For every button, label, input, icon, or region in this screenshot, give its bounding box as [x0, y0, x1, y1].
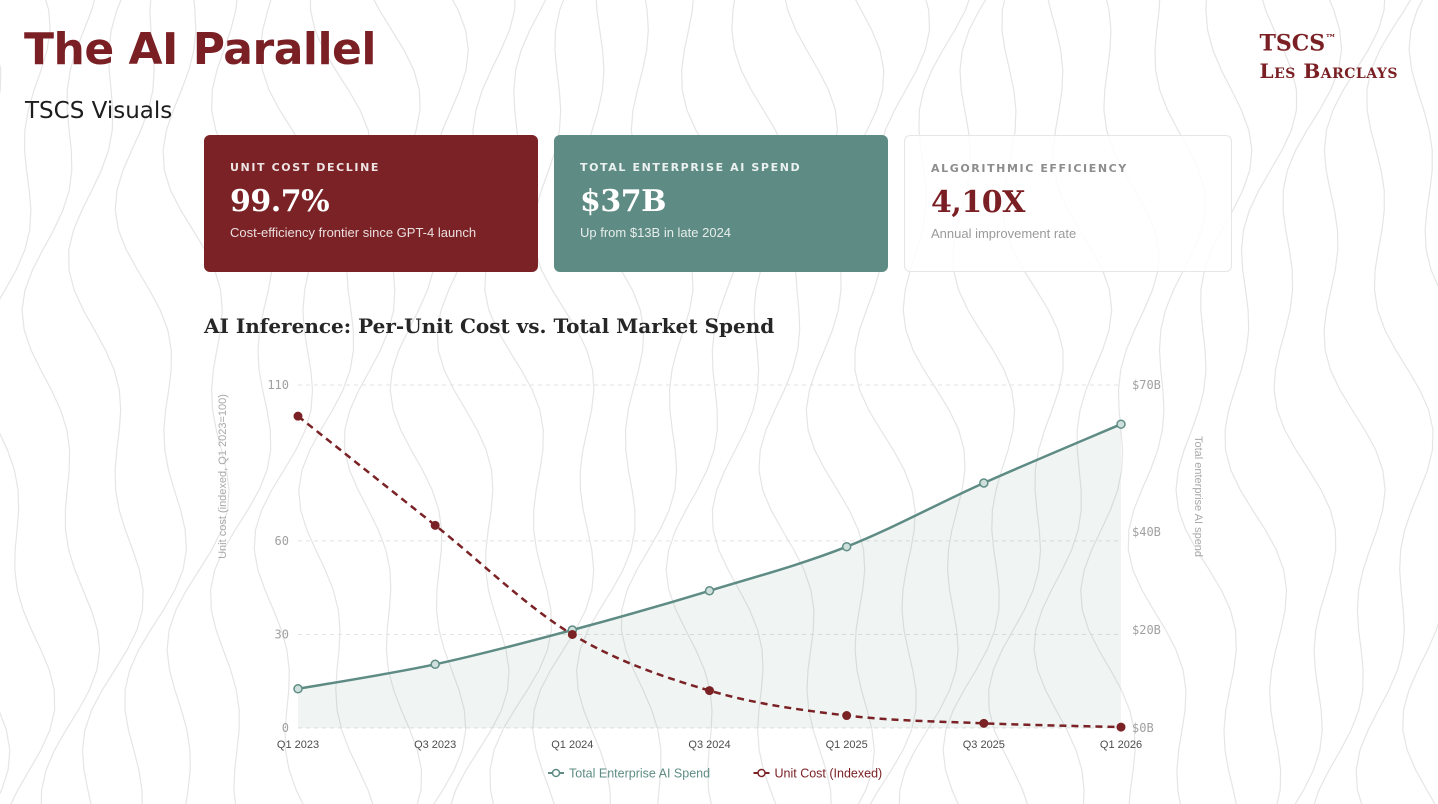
legend-marker [757, 768, 766, 778]
data-point [1116, 419, 1126, 429]
data-point [293, 684, 303, 694]
kpi-value: 4,10X [931, 185, 1025, 220]
chart-title: AI Inference: Per-Unit Cost vs. Total Ma… [204, 314, 775, 338]
contour-line [988, 0, 1064, 804]
contour-line [68, 0, 144, 804]
x-tick-label: Q1 2024 [551, 739, 593, 751]
series-total-enterprise-ai-spend [293, 419, 1126, 728]
series-unit-cost-indexed [293, 411, 1126, 732]
data-point [293, 411, 303, 421]
contour-line [1175, 0, 1253, 804]
y-left-tick-label: 110 [267, 378, 289, 392]
contour-line [620, 0, 694, 804]
y-left-tick-label: 30 [275, 627, 289, 641]
data-point [841, 541, 852, 552]
contour-line [532, 0, 595, 804]
legend-label: Unit Cost (Indexed) [775, 767, 883, 781]
data-point [567, 629, 577, 639]
contour-line [665, 0, 743, 804]
x-tick-label: Q3 2025 [963, 739, 1005, 751]
contour-line [1033, 0, 1113, 804]
contour-line [1224, 0, 1298, 804]
kpi-value: $37B [580, 184, 666, 219]
data-point [842, 711, 852, 721]
contour-line [1127, 0, 1207, 804]
trademark-mark: ™ [1325, 32, 1337, 45]
y-left-tick-label: 0 [282, 721, 289, 735]
contour-line [162, 0, 230, 804]
contour-line [436, 0, 516, 804]
page-title: The AI Parallel [24, 24, 376, 75]
contour-line [389, 0, 469, 804]
kpi-card-algorithmic-efficiency: ALGORITHMIC EFFICIENCY 4,10X Annual impr… [904, 135, 1232, 272]
page-subtitle: TSCS Visuals [25, 98, 173, 124]
kpi-card-unit-cost: UNIT COST DECLINE 99.7% Cost-efficiency … [204, 135, 538, 272]
series-area [298, 424, 1121, 728]
kpi-subtext: Cost-efficiency frontier since GPT-4 lau… [230, 225, 477, 240]
kpi-value: 99.7% [230, 184, 330, 219]
x-tick-label: Q1 2023 [277, 739, 319, 751]
y-right-axis-label: Total enterprise AI spend [1192, 436, 1204, 557]
data-point [705, 686, 714, 696]
data-point [979, 718, 989, 728]
contour-line [484, 0, 553, 804]
x-tick-label: Q3 2024 [688, 739, 730, 751]
kpi-subtext: Up from $13B in late 2024 [580, 225, 732, 240]
kpi-label: UNIT COST DECLINE [230, 161, 380, 174]
x-tick-label: Q3 2023 [414, 739, 456, 751]
kpi-row: UNIT COST DECLINE 99.7% Cost-efficiency … [204, 135, 1232, 272]
brand-author: Les Barclays [1259, 59, 1398, 84]
y-left-axis-label: Unit cost (indexed, Q1 2023=100) [217, 394, 229, 559]
y-right-tick-label: $40B [1132, 525, 1161, 539]
y-right-tick-label: $70B [1132, 378, 1161, 392]
x-tick-label: Q1 2026 [1100, 739, 1142, 751]
contour-line [805, 0, 885, 804]
contour-line [298, 0, 374, 804]
chart-legend: Total Enterprise AI Spend Unit Cost (Inde… [548, 767, 882, 781]
contour-line [253, 0, 324, 804]
y-left-tick-label: 60 [275, 534, 289, 548]
contour-line [0, 0, 56, 804]
contour-line [711, 0, 791, 804]
brand-logo: TSCS™ Les Barclays [1260, 26, 1398, 86]
kpi-label: ALGORITHMIC EFFICIENCY [931, 162, 1128, 175]
contour-line [209, 0, 273, 804]
contour-line [21, 0, 101, 804]
contour-line [898, 0, 970, 804]
data-point [979, 478, 989, 488]
legend-label: Total Enterprise AI Spend [569, 767, 710, 781]
data-point [704, 586, 715, 596]
kpi-subtext: Annual improvement rate [931, 226, 1077, 241]
contour-line [1355, 0, 1434, 804]
contour-line [854, 0, 931, 804]
contour-line [114, 0, 188, 804]
contour-line [758, 0, 838, 804]
contour-line [575, 0, 645, 804]
kpi-card-total-spend: TOTAL ENTERPRISE AI SPEND $37B Up from $… [554, 135, 888, 272]
legend-marker [551, 768, 561, 778]
x-tick-label: Q1 2025 [826, 739, 868, 751]
contour-line [1313, 0, 1386, 804]
y-right-tick-label: $0B [1132, 721, 1154, 735]
data-point [1116, 722, 1126, 732]
data-point [430, 520, 440, 530]
contour-line [1273, 0, 1343, 804]
contour-line [1080, 0, 1160, 804]
brand-name: TSCS [1259, 30, 1326, 57]
y-right-tick-label: $20B [1132, 623, 1161, 637]
contour-line [942, 0, 1016, 804]
kpi-label: TOTAL ENTERPRISE AI SPEND [580, 161, 802, 174]
data-point [430, 659, 440, 670]
contour-line [1402, 0, 1438, 804]
